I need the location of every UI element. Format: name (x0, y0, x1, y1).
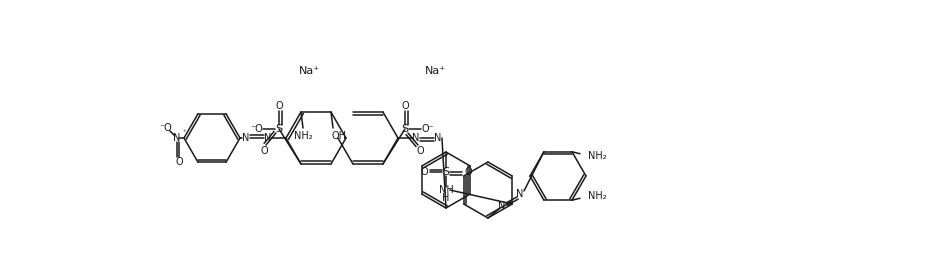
Text: Na⁺: Na⁺ (424, 66, 446, 76)
Text: ⁺: ⁺ (182, 130, 186, 136)
Text: ⁻O: ⁻O (250, 124, 263, 134)
Text: N: N (498, 201, 505, 211)
Text: NH₂: NH₂ (588, 191, 606, 201)
Text: O: O (420, 167, 428, 177)
Text: S: S (402, 124, 408, 134)
Text: S: S (276, 124, 283, 134)
Text: O: O (401, 101, 409, 111)
Text: N: N (264, 133, 272, 143)
Text: S: S (443, 167, 449, 177)
Text: NH₂: NH₂ (588, 151, 606, 161)
Text: N: N (434, 133, 442, 143)
Text: O: O (417, 146, 424, 156)
Text: O: O (261, 146, 268, 156)
Text: Na⁺: Na⁺ (299, 66, 319, 76)
Text: NH₂: NH₂ (293, 131, 312, 141)
Text: N: N (517, 189, 524, 199)
Text: O: O (276, 101, 283, 111)
Text: N: N (174, 133, 180, 143)
Text: H: H (443, 193, 449, 203)
Text: N: N (242, 133, 249, 143)
Text: NH: NH (439, 185, 453, 195)
Text: O⁻: O⁻ (421, 124, 434, 134)
Text: ⁻O: ⁻O (160, 123, 173, 133)
Text: O: O (176, 157, 183, 167)
Text: OH: OH (332, 131, 347, 141)
Text: O: O (464, 167, 472, 177)
Text: N: N (412, 133, 419, 143)
